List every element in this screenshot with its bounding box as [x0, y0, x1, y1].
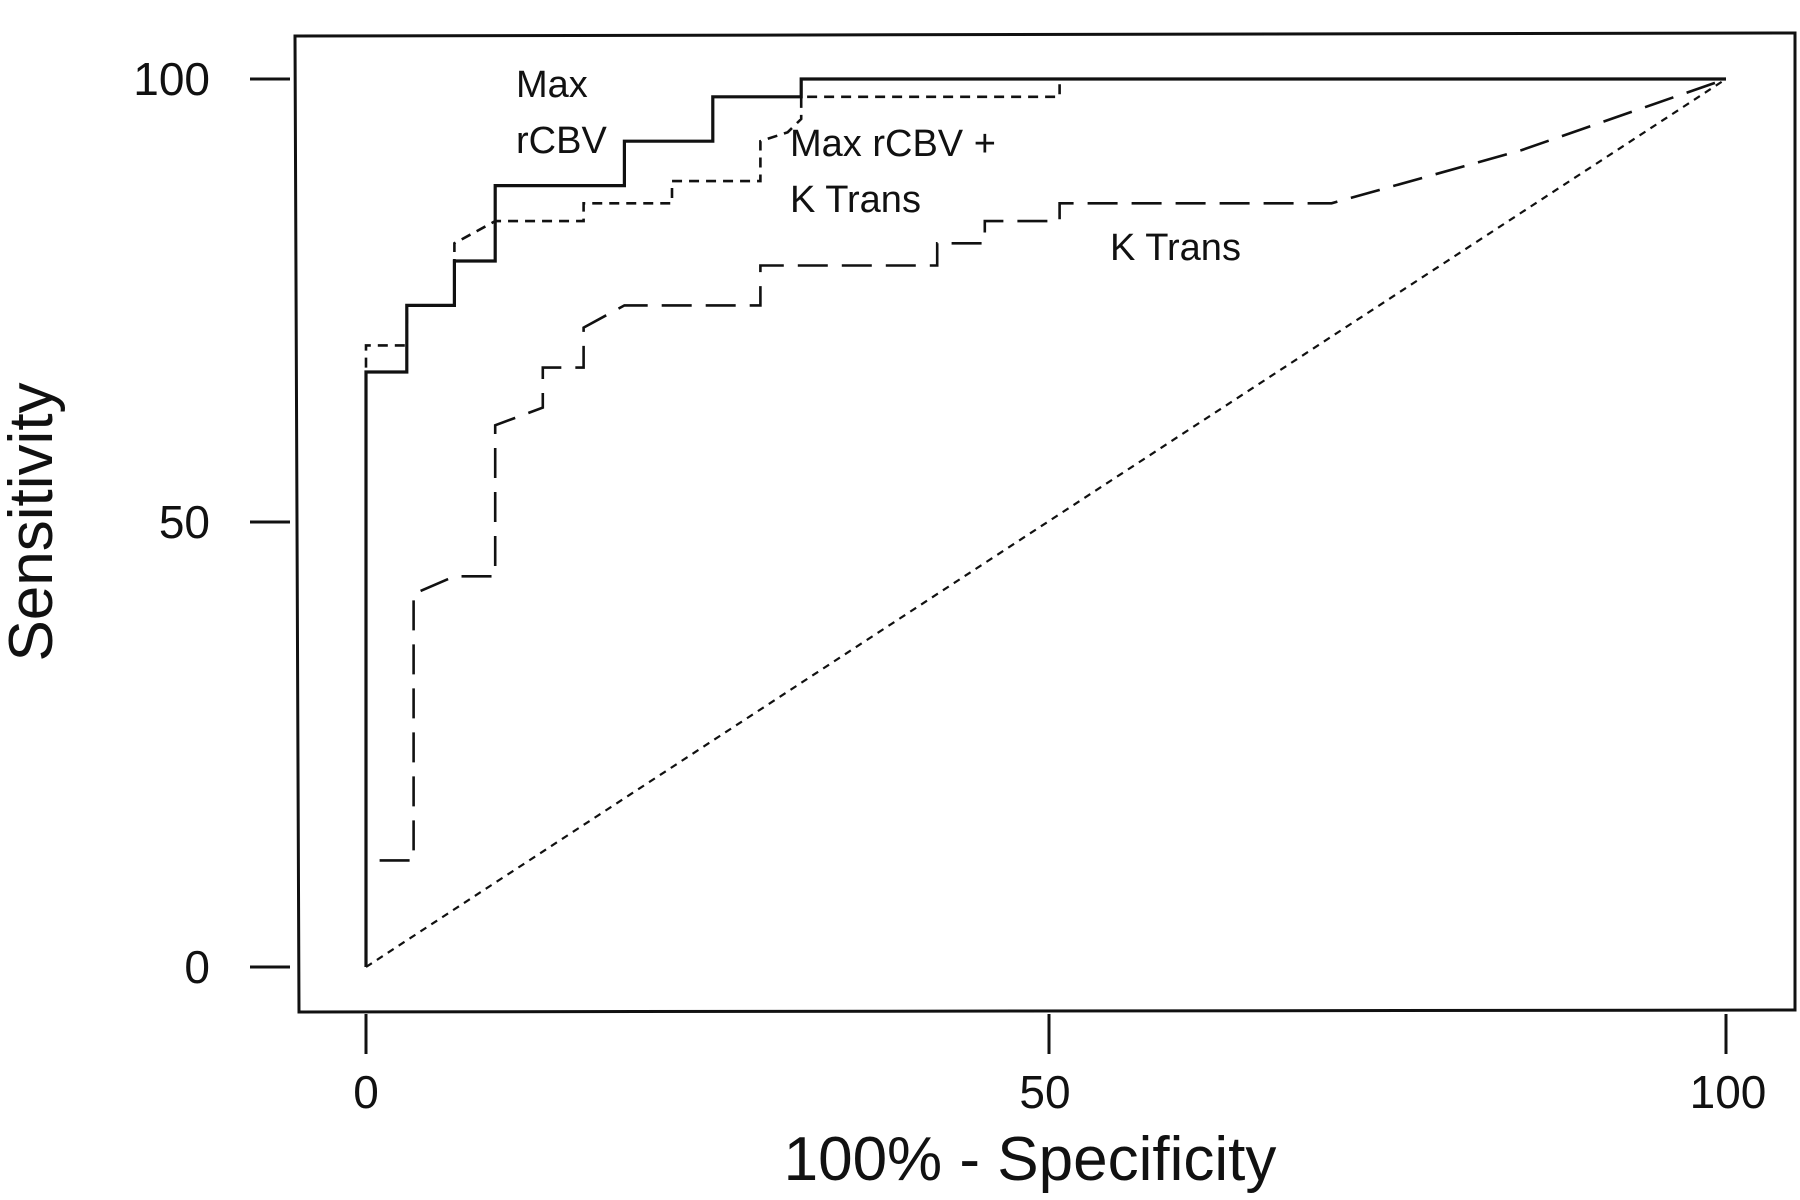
series-max-rcbv	[364, 77, 1726, 967]
series-ktrans	[379, 77, 1727, 862]
x-axis-title: 100% - Specificity	[784, 1125, 1277, 1194]
plot-frame	[293, 31, 1797, 1014]
y-axis: 0 50 100	[133, 53, 290, 993]
label-combined-line2: K Trans	[790, 179, 921, 221]
series-layer	[364, 77, 1727, 968]
x-tick-label-50: 50	[1019, 1066, 1070, 1118]
x-tick-label-0: 0	[353, 1066, 379, 1118]
label-max-rcbv-line2: rCBV	[516, 120, 607, 162]
x-axis: 0 50 100	[353, 1014, 1766, 1118]
y-tick-label-50: 50	[159, 496, 210, 548]
x-tick-label-100: 100	[1690, 1066, 1767, 1118]
label-max-rcbv-line1: Max	[516, 64, 588, 106]
curve-labels: Max rCBV Max rCBV + K Trans K Trans	[516, 64, 1241, 269]
label-combined-line1: Max rCBV +	[790, 123, 996, 165]
series-max-rcbv-ktrans	[364, 79, 1061, 368]
y-tick-label-0: 0	[184, 941, 210, 993]
series-reference-diagonal	[365, 78, 1727, 968]
label-ktrans: K Trans	[1110, 227, 1241, 269]
y-tick-label-100: 100	[133, 53, 210, 105]
y-axis-title: Sensitivity	[0, 382, 66, 661]
